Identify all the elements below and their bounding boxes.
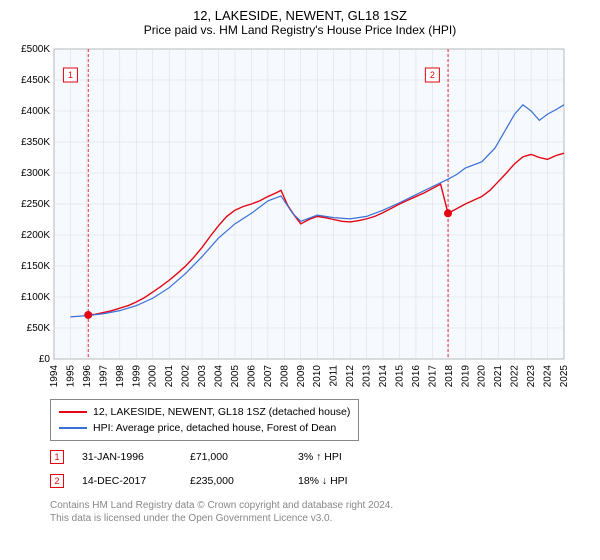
legend-swatch	[59, 427, 87, 429]
legend-label: HPI: Average price, detached house, Fore…	[93, 422, 336, 434]
svg-text:2025: 2025	[559, 365, 570, 388]
svg-text:2008: 2008	[279, 365, 290, 388]
svg-text:2024: 2024	[543, 365, 554, 388]
transaction-row: 1 31-JAN-1996 £71,000 3% ↑ HPI	[50, 445, 590, 469]
svg-text:1995: 1995	[65, 365, 76, 388]
legend: 12, LAKESIDE, NEWENT, GL18 1SZ (detached…	[50, 399, 359, 441]
chart-area: £0 £50K £100K £150K £200K £250K £300K £350K £400…	[10, 43, 590, 393]
svg-text:£400K: £400K	[21, 106, 50, 117]
svg-text:£450K: £450K	[21, 75, 50, 86]
svg-text:£500K: £500K	[21, 44, 50, 55]
svg-text:2023: 2023	[526, 365, 537, 388]
svg-text:2005: 2005	[230, 365, 241, 388]
marker-badge: 1	[50, 450, 64, 464]
line-chart-svg: £0 £50K £100K £150K £200K £250K £300K £350K £400…	[10, 43, 570, 393]
footer-line-1: Contains HM Land Registry data © Crown c…	[50, 499, 590, 512]
svg-text:£350K: £350K	[21, 137, 50, 148]
svg-text:2011: 2011	[329, 365, 340, 387]
legend-label: 12, LAKESIDE, NEWENT, GL18 1SZ (detached…	[93, 406, 350, 418]
legend-row: 12, LAKESIDE, NEWENT, GL18 1SZ (detached…	[59, 404, 350, 420]
marker-badge: 2	[50, 474, 64, 488]
svg-text:2009: 2009	[296, 365, 307, 388]
transaction-delta: 3% ↑ HPI	[298, 451, 388, 463]
svg-text:£250K: £250K	[21, 199, 50, 210]
svg-text:2017: 2017	[427, 365, 438, 388]
svg-text:2007: 2007	[263, 365, 274, 388]
svg-text:2010: 2010	[312, 365, 323, 388]
svg-text:2002: 2002	[181, 365, 192, 388]
legend-swatch	[59, 411, 87, 413]
svg-text:2001: 2001	[164, 365, 175, 388]
svg-text:2022: 2022	[510, 365, 521, 388]
transaction-delta: 18% ↓ HPI	[298, 475, 388, 487]
svg-text:1999: 1999	[131, 365, 142, 388]
footer-attribution: Contains HM Land Registry data © Crown c…	[50, 499, 590, 525]
svg-text:2020: 2020	[477, 365, 488, 388]
footer-line-2: This data is licensed under the Open Gov…	[50, 512, 590, 525]
svg-text:2018: 2018	[444, 365, 455, 388]
svg-text:£0: £0	[39, 354, 51, 365]
svg-text:2012: 2012	[345, 365, 356, 388]
svg-text:2006: 2006	[246, 365, 257, 388]
transaction-price: £71,000	[190, 451, 280, 463]
svg-text:£50K: £50K	[27, 323, 51, 334]
svg-text:2019: 2019	[460, 365, 471, 388]
page: 12, LAKESIDE, NEWENT, GL18 1SZ Price pai…	[0, 0, 600, 535]
svg-text:2014: 2014	[378, 365, 389, 388]
chart-subtitle: Price paid vs. HM Land Registry's House …	[10, 23, 590, 37]
svg-text:1998: 1998	[115, 365, 126, 388]
transaction-row: 2 14-DEC-2017 £235,000 18% ↓ HPI	[50, 469, 590, 493]
svg-text:2016: 2016	[411, 365, 422, 388]
svg-text:2: 2	[430, 70, 435, 80]
svg-text:2015: 2015	[394, 365, 405, 388]
svg-text:1997: 1997	[98, 365, 109, 388]
transaction-date: 14-DEC-2017	[82, 475, 172, 487]
svg-text:2021: 2021	[493, 365, 504, 388]
svg-text:2004: 2004	[214, 365, 225, 388]
svg-text:£300K: £300K	[21, 168, 50, 179]
svg-text:1994: 1994	[49, 365, 60, 388]
svg-text:1996: 1996	[82, 365, 93, 388]
svg-text:£200K: £200K	[21, 230, 50, 241]
svg-text:1: 1	[68, 70, 73, 80]
transaction-date: 31-JAN-1996	[82, 451, 172, 463]
transaction-price: £235,000	[190, 475, 280, 487]
svg-text:£100K: £100K	[21, 292, 50, 303]
svg-text:£150K: £150K	[21, 261, 50, 272]
svg-text:2000: 2000	[148, 365, 159, 388]
chart-title: 12, LAKESIDE, NEWENT, GL18 1SZ	[10, 8, 590, 23]
svg-text:2003: 2003	[197, 365, 208, 388]
svg-text:2013: 2013	[362, 365, 373, 388]
transaction-table: 1 31-JAN-1996 £71,000 3% ↑ HPI 2 14-DEC-2017 £…	[50, 445, 590, 493]
legend-row: HPI: Average price, detached house, Fore…	[59, 420, 350, 436]
